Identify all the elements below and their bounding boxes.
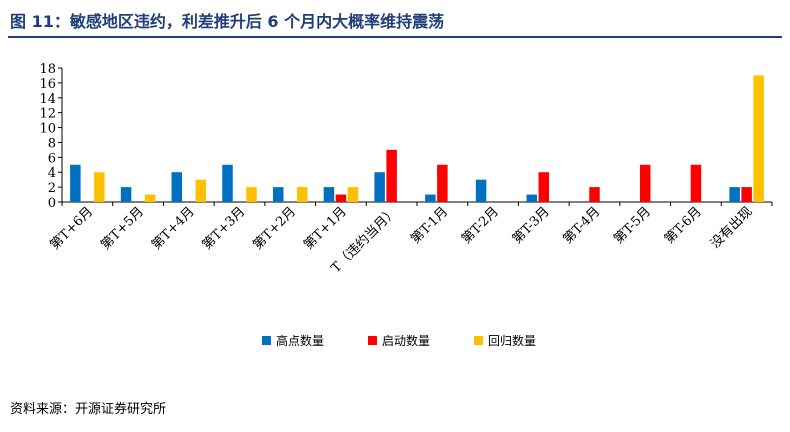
y-tick-label: 2 [48, 181, 56, 196]
y-tick-label: 10 [39, 122, 56, 137]
y-tick-label: 0 [48, 196, 56, 211]
x-tick-label: 第T-2月 [459, 204, 502, 247]
bar-series-3 [753, 75, 764, 202]
bar-series-3 [94, 172, 105, 202]
y-tick-label: 16 [39, 77, 56, 92]
bar-series-3 [195, 179, 207, 202]
x-tick-label: 第T-1月 [408, 204, 451, 247]
x-tick-label: 第T-4月 [560, 204, 603, 247]
bar-series-2 [437, 164, 448, 202]
chart-title: 图 11：敏感地区违约，利差推升后 6 个月内大概率维持震荡 [10, 12, 445, 31]
y-tick-label: 12 [39, 107, 56, 122]
x-tick-label: 第T+4月 [149, 204, 198, 253]
y-tick-label: 6 [48, 151, 56, 166]
bar-series-1 [729, 187, 740, 202]
bar-series-1 [171, 172, 183, 202]
x-tick-label: 第T-3月 [510, 204, 553, 247]
legend-label: 高点数量 [276, 333, 324, 348]
bar-series-3 [246, 187, 257, 202]
y-tick-label: 4 [48, 166, 56, 181]
bar-series-1 [120, 187, 132, 202]
bar-series-1 [70, 164, 81, 202]
x-tick-label: 第T-5月 [611, 204, 654, 247]
bar-series-2 [589, 187, 600, 202]
bar-series-2 [741, 187, 752, 202]
bar-series-2 [538, 172, 550, 202]
y-tick-label: 14 [39, 92, 56, 107]
x-tick-label: 第T+3月 [200, 204, 249, 253]
legend-swatch [262, 336, 271, 345]
x-tick-label: 第T+2月 [250, 204, 299, 253]
x-tick-label: 第T+6月 [48, 204, 97, 253]
legend-swatch [474, 336, 483, 345]
y-tick-label: 18 [39, 62, 56, 77]
bar-series-2 [639, 164, 651, 202]
title-divider [8, 36, 782, 38]
legend: 高点数量 启动数量 回归数量 [262, 333, 536, 348]
y-tick-label: 8 [48, 136, 56, 151]
bar-series-1 [374, 172, 385, 202]
bar-series-3 [144, 194, 156, 202]
legend-swatch [368, 336, 377, 345]
bar-series-3 [347, 187, 359, 202]
bar-series-1 [526, 194, 538, 202]
bar-series-1 [323, 187, 335, 202]
x-axis: 第T+6月 第T+5月 第T+4月 第T+3月 第T+2月 第T+1月T（违约当月） 第T-… [48, 201, 773, 276]
x-tick-label: 没有出现 [708, 204, 755, 251]
legend-label: 启动数量 [382, 333, 430, 348]
bar-series-1 [272, 187, 284, 202]
bar-series-2 [690, 164, 702, 202]
bar-series-1 [475, 179, 487, 202]
x-tick-label: 第T+1月 [301, 204, 350, 253]
bar-series-2 [335, 194, 347, 202]
bar-series-1 [425, 194, 436, 202]
bar-series-2 [386, 149, 397, 202]
source-note: 资料来源：开源证券研究所 [10, 402, 167, 417]
x-tick-label: 第T-6月 [662, 204, 705, 247]
bar-series-3 [296, 187, 308, 202]
bars [70, 75, 764, 202]
legend-label: 回归数量 [488, 333, 536, 348]
bar-series-1 [222, 164, 233, 202]
x-tick-label: 第T+5月 [98, 204, 147, 253]
